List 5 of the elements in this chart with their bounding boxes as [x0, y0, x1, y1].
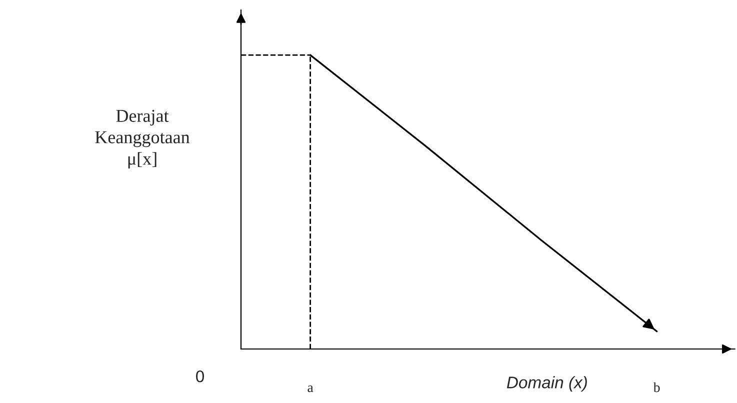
y-axis-title: Derajat Keanggotaan μ[x]	[95, 110, 190, 168]
x-tick-label: b	[653, 382, 660, 392]
text: 0	[196, 370, 204, 382]
x-tick-label: a	[308, 385, 314, 392]
x-axis-title: Domain (x)	[506, 376, 587, 392]
